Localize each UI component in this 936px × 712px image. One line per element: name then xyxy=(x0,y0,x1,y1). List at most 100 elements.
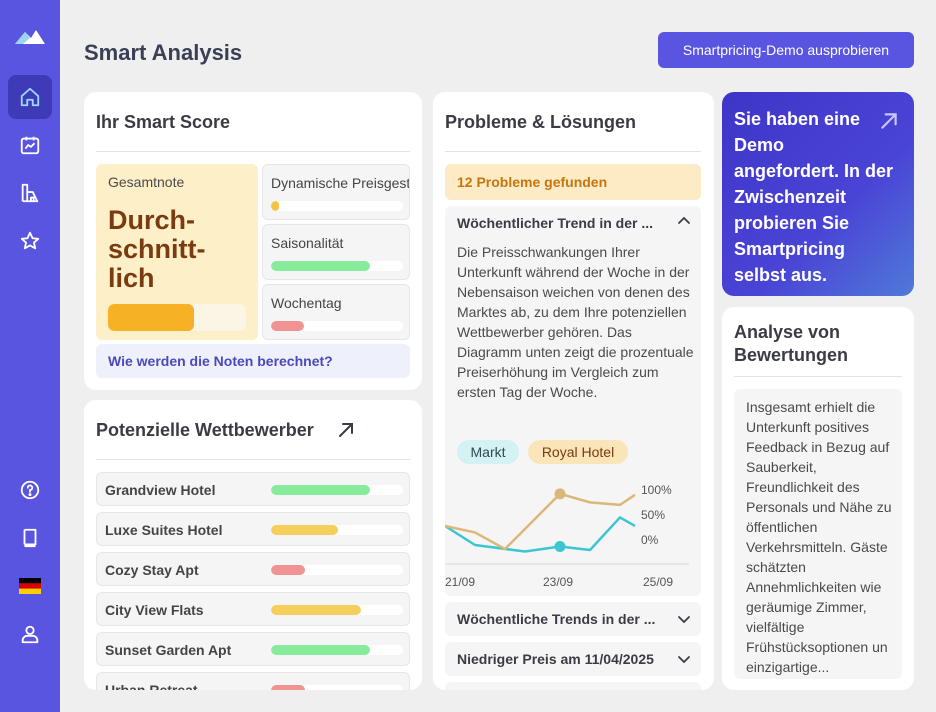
chevron-down-icon[interactable] xyxy=(677,652,691,666)
y-tick-label: 50% xyxy=(641,508,665,522)
factor-dynamic-pricing[interactable]: Dynamische Preisgestaltung xyxy=(262,164,410,220)
competitor-score-bar xyxy=(271,645,403,655)
competitor-row[interactable]: Luxe Suites Hotel xyxy=(96,512,410,546)
divider xyxy=(96,151,410,152)
competitor-score-bar xyxy=(271,525,403,535)
competitor-score-bar xyxy=(271,685,403,690)
problem-item-title: Wöchentliche Trends in der ... xyxy=(457,611,656,627)
review-summary-text: Insgesamt erhielt die Unterkunft positiv… xyxy=(746,399,892,675)
nav-help[interactable] xyxy=(8,468,52,512)
book-icon xyxy=(23,528,37,548)
x-tick-label: 25/09 xyxy=(643,575,673,589)
competitor-score-fill xyxy=(271,685,306,690)
competitor-name: Urban Retreat xyxy=(105,682,198,690)
divider xyxy=(445,151,701,152)
chevron-up-icon[interactable] xyxy=(677,214,691,228)
nav-docs[interactable] xyxy=(8,516,52,560)
nav-favorites[interactable] xyxy=(8,219,52,263)
page-title: Smart Analysis xyxy=(84,40,243,65)
nav-calendar[interactable] xyxy=(8,123,52,167)
nav-language[interactable] xyxy=(8,564,52,608)
problem-item-collapsed[interactable] xyxy=(445,682,701,690)
factor-progress-fill xyxy=(271,321,304,331)
competitor-score-bar xyxy=(271,605,403,615)
series-line-markt xyxy=(445,516,636,553)
x-tick-label: 23/09 xyxy=(543,575,573,589)
competitor-row[interactable]: City View Flats xyxy=(96,592,410,626)
review-summary: Insgesamt erhielt die Unterkunft positiv… xyxy=(734,389,902,679)
competitor-name: Grandview Hotel xyxy=(105,482,216,498)
competitor-score-fill xyxy=(271,645,370,655)
nav-profile[interactable] xyxy=(8,612,52,656)
y-tick-label: 0% xyxy=(641,533,659,547)
weekly-trend-chart: 100% 50% 0% 21/09 23/09 25/09 xyxy=(445,483,689,589)
demo-promo-card[interactable]: Sie haben eine Demo angefordert. In der … xyxy=(722,92,914,296)
factor-progress xyxy=(271,201,403,211)
overall-progress-fill xyxy=(108,304,194,331)
arrow-up-right-icon[interactable] xyxy=(878,110,900,132)
competitor-row[interactable]: Grandview Hotel xyxy=(96,472,410,506)
problem-description: Die Preisschwankungen Ihrer Unterkunft w… xyxy=(457,244,694,400)
competitor-score-fill xyxy=(271,485,370,495)
legend-tag-market: Markt xyxy=(457,440,519,464)
series-point-royal-hotel xyxy=(554,488,566,500)
factor-name: Saisonalität xyxy=(271,235,344,251)
competitor-row[interactable]: Cozy Stay Apt xyxy=(96,552,410,586)
problems-count-badge: 12 Probleme gefunden xyxy=(445,164,701,200)
competitor-name: Luxe Suites Hotel xyxy=(105,522,223,538)
factor-seasonality[interactable]: Saisonalität xyxy=(262,224,410,280)
chevron-down-icon[interactable] xyxy=(677,612,691,626)
overall-label: Gesamtnote xyxy=(108,174,185,190)
competitors-card: Potenzielle Wettbewerber Grandview Hotel… xyxy=(84,400,422,690)
factor-progress-fill xyxy=(271,261,370,271)
chart-calendar-icon xyxy=(20,136,40,155)
factor-name: Dynamische Preisgestaltung xyxy=(271,175,410,191)
competitors-title: Potenzielle Wettbewerber xyxy=(96,420,314,440)
competitor-score-bar xyxy=(271,565,403,575)
series-line-royal-hotel xyxy=(445,492,636,551)
demo-button[interactable]: Smartpricing-Demo ausprobieren xyxy=(658,32,914,68)
nav-properties[interactable] xyxy=(8,171,52,215)
overall-progress xyxy=(108,304,246,331)
user-icon xyxy=(21,625,39,644)
reviews-card: Analyse von Bewertungen Insgesamt erhiel… xyxy=(722,307,914,690)
home-icon xyxy=(20,87,40,107)
competitor-score-fill xyxy=(271,565,306,575)
competitor-name: Sunset Garden Apt xyxy=(105,642,232,658)
help-icon xyxy=(20,480,40,500)
nav-home[interactable] xyxy=(8,75,52,119)
competitor-row[interactable]: Urban Retreat xyxy=(96,672,410,690)
x-tick-label: 21/09 xyxy=(445,575,475,589)
factor-weekday[interactable]: Wochentag xyxy=(262,284,410,340)
overall-value: Durch-schnitt-lich xyxy=(108,205,206,293)
score-title: Ihr Smart Score xyxy=(96,112,231,132)
problems-title: Probleme & Lösungen xyxy=(445,112,637,132)
divider xyxy=(734,376,902,377)
german-flag-icon xyxy=(19,578,41,594)
factor-progress xyxy=(271,321,403,331)
problem-item-title[interactable]: Wöchentlicher Trend in der ... xyxy=(457,215,654,231)
smart-score-card: Ihr Smart Score Gesamtnote Durch-schnitt… xyxy=(84,92,422,390)
problem-item-expanded: Wöchentlicher Trend in der ... Die Preis… xyxy=(445,206,701,596)
factor-name: Wochentag xyxy=(271,295,342,311)
legend-tag-royal-hotel: Royal Hotel xyxy=(528,440,628,464)
competitor-score-fill xyxy=(271,605,361,615)
competitor-row[interactable]: Sunset Garden Apt xyxy=(96,632,410,666)
arrow-up-right-icon[interactable] xyxy=(336,420,356,440)
y-tick-label: 100% xyxy=(641,483,672,497)
overall-grade: Gesamtnote Durch-schnitt-lich xyxy=(96,164,258,340)
problem-item-collapsed[interactable]: Wöchentliche Trends in der ... xyxy=(445,602,701,636)
problem-item-collapsed[interactable]: Niedriger Preis am 11/04/2025 xyxy=(445,642,701,676)
competitor-score-fill xyxy=(271,525,339,535)
competitor-name: Cozy Stay Apt xyxy=(105,562,199,578)
problems-card: Probleme & Lösungen 12 Probleme gefunden… xyxy=(433,92,714,690)
competitor-score-bar xyxy=(271,485,403,495)
reviews-title: Analyse von Bewertungen xyxy=(734,322,849,365)
logo-icon xyxy=(15,30,45,44)
sidebar xyxy=(0,0,60,712)
star-icon xyxy=(20,231,40,250)
grade-calculation-link[interactable]: Wie werden die Noten berechnet? xyxy=(96,344,410,378)
factor-progress-fill xyxy=(271,201,279,211)
problem-item-title: Niedriger Preis am 11/04/2025 xyxy=(457,651,654,667)
series-point-markt xyxy=(554,541,566,553)
